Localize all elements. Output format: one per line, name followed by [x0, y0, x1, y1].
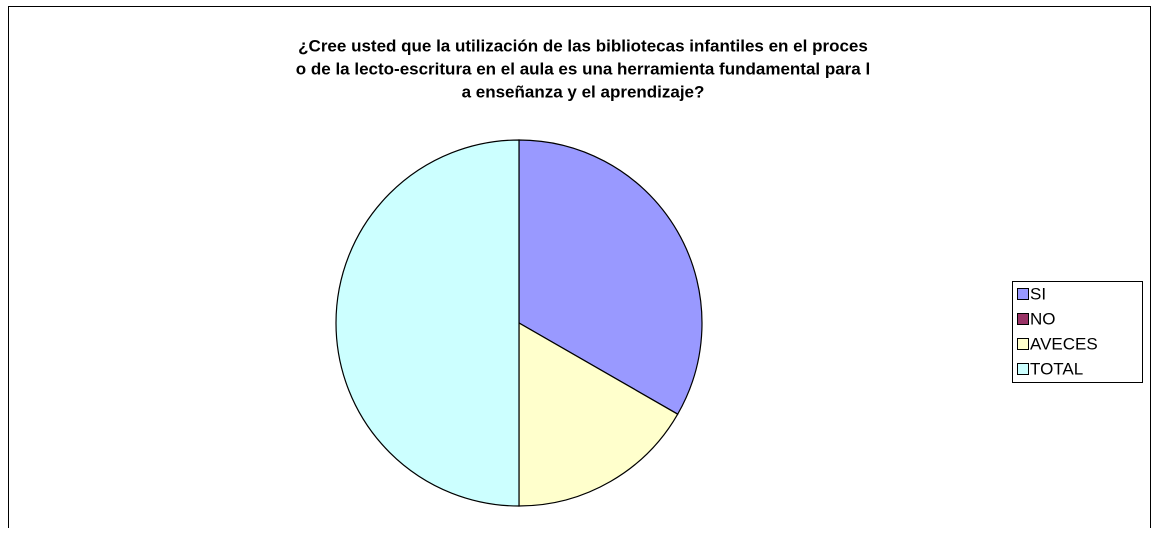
- legend-label: TOTAL: [1030, 359, 1083, 378]
- legend-swatch: [1017, 363, 1029, 375]
- chart-title: o de la lecto-escritura en el aula es un…: [296, 59, 870, 78]
- legend-label: NO: [1030, 309, 1056, 328]
- legend-label: SI: [1030, 284, 1046, 303]
- pie-slice: [518, 139, 703, 415]
- legend-swatch: [1017, 288, 1029, 300]
- legend-label: AVECES: [1030, 334, 1098, 353]
- pie-slice: [335, 139, 520, 507]
- pie-slice: [518, 321, 679, 507]
- chart-title: ¿Cree usted que la utilización de las bi…: [298, 36, 868, 55]
- legend-box: [1012, 281, 1143, 383]
- legend-swatch: [1017, 313, 1029, 325]
- legend-swatch: [1017, 338, 1029, 350]
- chart-title: a enseñanza y el aprendizaje?: [462, 82, 705, 101]
